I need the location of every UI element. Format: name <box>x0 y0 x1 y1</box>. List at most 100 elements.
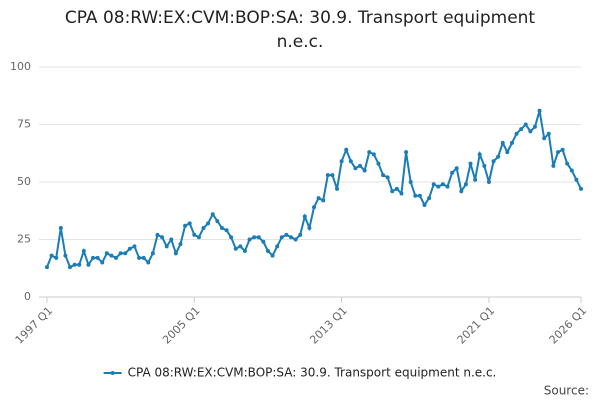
data-point <box>261 239 266 244</box>
data-point <box>312 205 316 210</box>
series-line <box>46 110 582 269</box>
data-point <box>270 253 275 258</box>
data-point <box>579 186 583 191</box>
data-point <box>422 203 427 207</box>
y-tick-label: 75 <box>17 118 31 131</box>
data-point <box>519 127 524 132</box>
data-point <box>431 182 436 187</box>
data-point <box>150 251 155 256</box>
data-point <box>91 255 96 260</box>
data-point <box>560 147 565 152</box>
data-point <box>178 242 183 247</box>
y-tick-label: 50 <box>17 175 31 188</box>
data-point <box>45 265 49 270</box>
data-point <box>417 193 422 198</box>
data-point <box>155 232 160 237</box>
data-point <box>450 170 455 175</box>
data-point <box>72 262 77 267</box>
data-point <box>169 237 174 242</box>
data-point <box>335 186 340 191</box>
data-point <box>100 260 105 265</box>
data-point <box>302 214 307 219</box>
data-point <box>192 232 197 237</box>
data-point <box>81 249 86 253</box>
data-point <box>265 249 270 253</box>
data-point <box>505 150 510 155</box>
data-point <box>146 260 151 265</box>
data-point <box>551 163 556 168</box>
data-point <box>160 235 165 240</box>
data-point <box>229 235 234 240</box>
data-point <box>509 140 514 145</box>
data-point <box>565 161 570 166</box>
data-point <box>376 161 381 166</box>
data-point <box>77 262 82 267</box>
data-point <box>491 159 496 164</box>
data-point <box>482 163 487 168</box>
data-point <box>413 193 418 198</box>
data-point <box>141 255 146 260</box>
data-point <box>210 212 215 217</box>
data-point <box>367 150 372 155</box>
data-point <box>95 255 100 260</box>
data-point <box>132 244 137 249</box>
data-point <box>404 150 409 155</box>
data-point <box>486 180 491 184</box>
data-point <box>339 159 344 164</box>
data-point <box>574 177 579 182</box>
data-point <box>242 249 247 253</box>
data-point <box>321 198 326 203</box>
data-point <box>288 235 293 240</box>
data-point <box>344 147 349 152</box>
data-point <box>427 196 432 201</box>
data-point <box>109 253 114 258</box>
y-tick-label: 100 <box>10 60 31 73</box>
data-point <box>183 223 188 228</box>
data-point <box>348 159 353 164</box>
data-point <box>279 235 284 240</box>
data-point <box>523 122 528 127</box>
data-point <box>537 108 542 113</box>
data-point <box>233 246 238 251</box>
legend-symbol-dot <box>110 371 115 375</box>
data-point <box>247 237 252 242</box>
data-point <box>114 255 119 260</box>
data-point <box>104 251 109 256</box>
data-point <box>68 265 73 270</box>
data-point <box>307 226 312 230</box>
data-point <box>394 186 399 191</box>
x-tick-label: 2021 Q1 <box>455 304 498 347</box>
data-point <box>325 173 330 178</box>
chart-title: CPA 08:RW:EX:CVM:BOP:SA: 30.9. Transport… <box>64 8 536 52</box>
data-point <box>408 180 413 184</box>
data-point <box>468 161 473 166</box>
data-point <box>436 184 441 189</box>
data-point <box>54 255 59 260</box>
data-point <box>86 262 91 267</box>
data-point <box>298 232 303 237</box>
data-point <box>371 152 376 157</box>
data-point <box>500 140 505 145</box>
data-point <box>459 189 464 194</box>
data-point <box>173 251 178 256</box>
x-tick-label: 2013 Q1 <box>307 304 350 347</box>
data-point <box>293 237 298 242</box>
data-point <box>196 235 201 240</box>
data-point <box>532 124 537 129</box>
data-point <box>238 244 243 249</box>
legend-label: CPA 08:RW:EX:CVM:BOP:SA: 30.9. Transport… <box>128 366 497 380</box>
data-point <box>390 189 395 194</box>
data-point <box>514 131 519 136</box>
x-tick-label: 2005 Q1 <box>160 304 203 347</box>
data-point <box>496 154 501 159</box>
data-point <box>275 244 280 249</box>
data-point <box>353 166 358 171</box>
data-point <box>330 173 335 178</box>
data-point <box>164 244 169 249</box>
data-point <box>362 168 367 173</box>
data-point <box>49 253 54 258</box>
data-point <box>63 253 68 258</box>
data-point <box>224 228 229 233</box>
